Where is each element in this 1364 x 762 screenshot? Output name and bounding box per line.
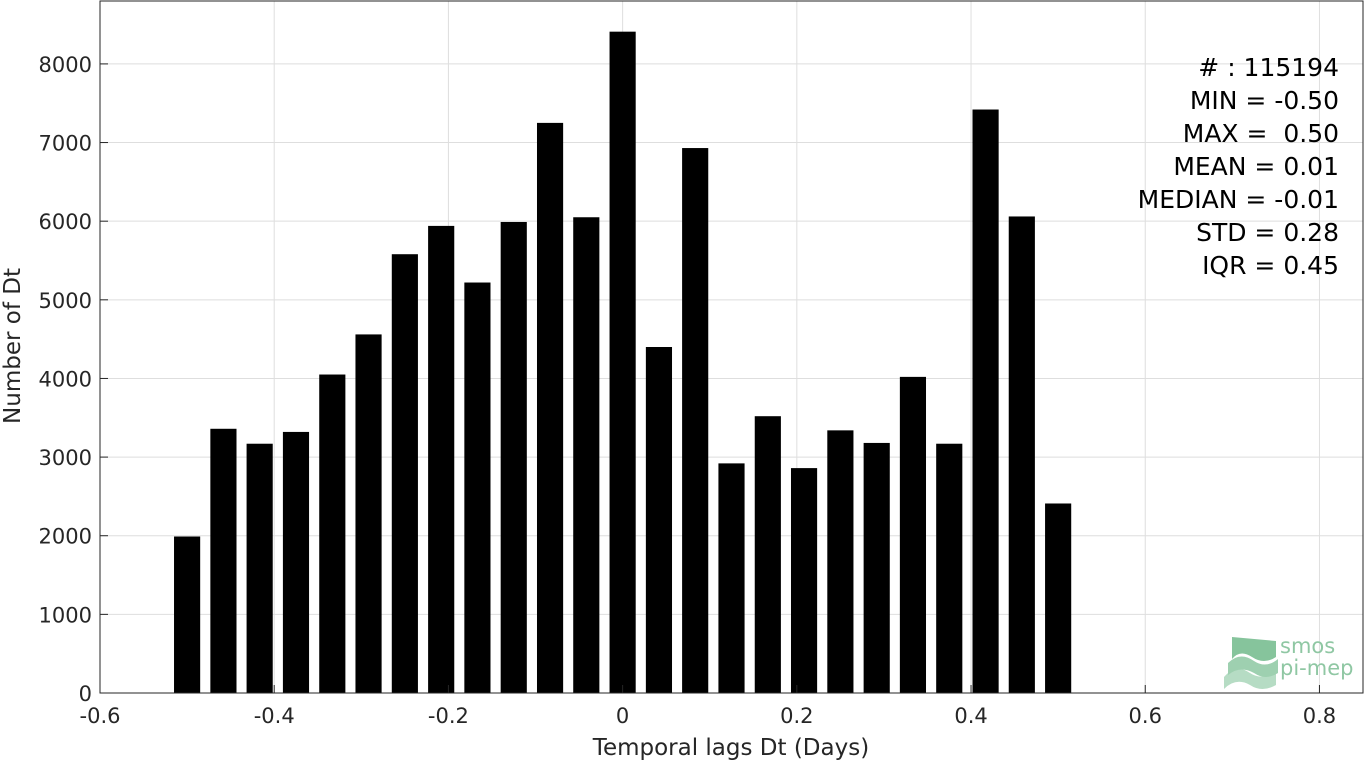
histogram-bar — [754, 416, 781, 693]
x-axis-label: Temporal lags Dt (Days) — [592, 735, 869, 761]
logo-text-line1: smos — [1280, 634, 1335, 658]
bars — [174, 31, 1072, 694]
smos-pi-mep-logo: smos pi-mep — [1224, 634, 1353, 689]
histogram-bar — [645, 347, 673, 693]
histogram-bar — [790, 468, 818, 693]
y-tick-label: 0 — [79, 682, 92, 706]
axes-frame — [99, 0, 1364, 694]
logo-text-line2: pi-mep — [1280, 656, 1353, 680]
histogram-bar — [500, 221, 527, 693]
stat-line: MEAN = 0.01 — [1173, 152, 1339, 181]
x-tick-label: 0 — [616, 704, 629, 728]
y-tick-label: 3000 — [39, 446, 92, 470]
histogram-bar — [863, 442, 890, 693]
stat-line: MEDIAN = -0.01 — [1138, 185, 1339, 214]
histogram-bar — [899, 376, 927, 693]
logo-waves-icon — [1224, 637, 1278, 689]
histogram-bar — [827, 430, 854, 693]
histogram-bar — [464, 282, 491, 693]
grid — [99, 1, 1363, 694]
ticks: -0.6 -0.4 -0.2 0 0.2 0.4 0.6 0.8 0 1000 2000 3000 40… — [39, 53, 1337, 728]
stats-box: # : 115194 MIN = -0.50 MAX = 0.50 MEAN = 0.… — [1138, 53, 1339, 280]
histogram-bar — [936, 443, 963, 693]
histogram-bar — [319, 374, 346, 693]
histogram-bar — [246, 443, 273, 693]
x-tick-label: -0.2 — [428, 704, 469, 728]
histogram-bar — [428, 225, 455, 693]
y-tick-label: 7000 — [39, 132, 92, 156]
y-axis-label: Number of Dt — [0, 268, 26, 424]
x-tick-label: 0.2 — [780, 704, 813, 728]
y-tick-label: 5000 — [39, 289, 92, 313]
x-tick-label: 0.6 — [1129, 704, 1162, 728]
histogram-bar — [718, 463, 745, 693]
stat-line: # : 115194 — [1198, 53, 1339, 82]
y-tick-label: 8000 — [39, 53, 92, 77]
x-tick-label: 0.4 — [954, 704, 987, 728]
y-tick-label: 1000 — [39, 603, 92, 627]
histogram-bar — [972, 109, 999, 693]
histogram-bar — [391, 254, 418, 693]
histogram-bar — [1008, 216, 1035, 694]
stat-line: MAX = 0.50 — [1183, 119, 1339, 148]
y-tick-label: 4000 — [39, 367, 92, 391]
histogram-bar — [174, 536, 201, 693]
y-tick-label: 6000 — [39, 210, 92, 234]
stat-line: IQR = 0.45 — [1202, 251, 1339, 280]
x-tick-label: -0.6 — [80, 704, 121, 728]
y-tick-label: 2000 — [39, 525, 92, 549]
x-tick-label: 0.8 — [1303, 704, 1336, 728]
stat-line: MIN = -0.50 — [1190, 86, 1339, 115]
histogram-bar — [1045, 503, 1072, 693]
histogram-bar — [282, 431, 310, 693]
histogram-bar — [682, 148, 709, 694]
histogram-bar — [609, 31, 636, 693]
histogram-bar — [573, 217, 600, 693]
x-tick-label: -0.4 — [254, 704, 295, 728]
histogram-bar — [210, 428, 237, 693]
histogram-bar — [355, 334, 382, 693]
histogram-bar — [536, 122, 564, 694]
stat-line: STD = 0.28 — [1196, 218, 1339, 247]
